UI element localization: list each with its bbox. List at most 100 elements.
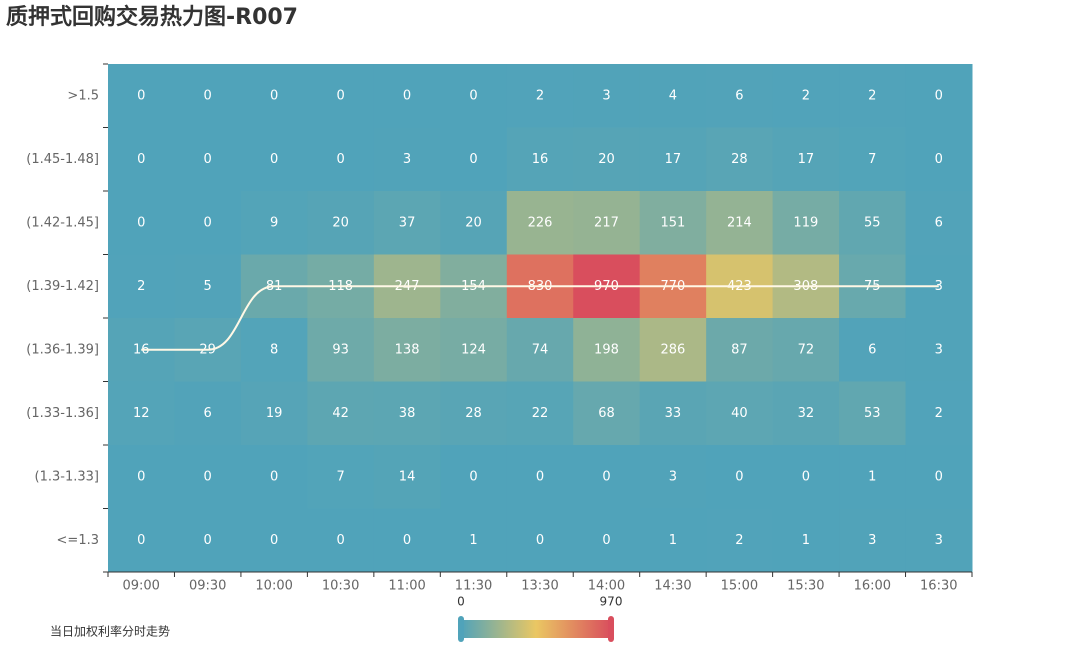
heat-cell [706,64,774,128]
heat-cell [307,381,375,446]
cell-label: 37 [399,215,416,230]
x-tick-label: 11:30 [455,579,492,594]
heat-cell [373,318,441,382]
cell-label: 5 [204,279,212,294]
cell-label: 42 [332,406,349,421]
x-tick-label: 15:30 [787,579,824,594]
cell-label: 3 [868,533,876,548]
x-tick-label: 09:00 [122,579,159,594]
cell-label: 0 [137,215,145,230]
cell-label: 0 [336,533,344,548]
cell-label: 0 [469,88,477,103]
heat-cell [174,254,242,319]
heat-cell [772,508,840,573]
cell-label: 198 [594,342,619,357]
cell-label: 0 [469,152,477,167]
x-tick-label: 10:00 [255,579,292,594]
cell-label: 28 [731,152,748,167]
cell-label: 0 [137,469,145,484]
heat-cell [772,191,840,255]
heat-cell [639,445,707,509]
cell-label: 0 [270,469,278,484]
cell-label: 214 [727,215,752,230]
heat-cell [905,64,973,128]
cell-label: 8 [270,342,278,357]
heat-cell [174,191,242,255]
cell-label: 3 [403,152,411,167]
cell-label: 40 [731,406,748,421]
cell-label: 7 [336,469,344,484]
cell-label: 4 [669,88,677,103]
cell-label: 1 [469,533,477,548]
heat-cell [772,445,840,509]
cell-label: 12 [133,406,150,421]
cell-label: 33 [665,406,682,421]
heat-cell [573,381,641,446]
y-tick-label: (1.36-1.39] [26,342,99,357]
cell-label: 14 [399,469,416,484]
heat-cell [706,127,774,192]
chart-title: 质押式回购交易热力图-R007 [6,4,298,30]
heat-cell [839,127,907,192]
heat-cell [506,127,574,192]
cell-label: 2 [802,88,810,103]
visual-map-handle[interactable] [608,616,614,642]
heat-cell [506,318,574,382]
heat-cell [905,127,973,192]
heat-cell [839,508,907,573]
heat-cell [440,127,508,192]
heat-cell [639,191,707,255]
cell-label: 0 [204,152,212,167]
cell-label: 38 [399,406,416,421]
heat-cell [108,508,175,573]
heat-cell [240,64,308,128]
heat-cell [706,381,774,446]
cell-label: 2 [137,279,145,294]
cell-label: 0 [137,533,145,548]
heat-cell [639,508,707,573]
heat-cell [506,191,574,255]
cell-label: 28 [465,406,482,421]
cell-label: 17 [665,152,682,167]
heat-cell [108,191,175,255]
cell-label: 9 [270,215,278,230]
y-tick-label: (1.45-1.48] [26,152,99,167]
heat-cell [174,64,242,128]
heat-cell [839,318,907,382]
heat-cell [905,445,973,509]
cell-label: 0 [469,469,477,484]
x-tick-label: 09:30 [189,579,226,594]
heat-cell [573,508,641,573]
heat-cell [240,381,308,446]
heat-cell [307,445,375,509]
cell-label: 17 [798,152,815,167]
heat-cell [772,381,840,446]
heat-cell [307,508,375,573]
heat-cell [373,508,441,573]
heat-cell [839,64,907,128]
heat-cell [240,508,308,573]
cell-label: 0 [935,88,943,103]
cell-label: 1 [868,469,876,484]
heat-cell [240,191,308,255]
x-tick-label: 10:30 [322,579,359,594]
cell-label: 68 [598,406,615,421]
heat-cell [506,64,574,128]
heat-cell [772,318,840,382]
cell-label: 0 [536,533,544,548]
heat-cell [108,381,175,446]
cell-label: 0 [137,152,145,167]
x-tick-label: 16:30 [920,579,957,594]
y-tick-label: (1.42-1.45] [26,215,99,230]
heat-cell [373,127,441,192]
cell-label: 0 [137,88,145,103]
x-tick-label: 11:00 [388,579,425,594]
heat-cell [905,381,973,446]
heat-cell [108,127,175,192]
cell-label: 55 [864,215,881,230]
cell-label: 0 [735,469,743,484]
visual-map-handle[interactable] [458,616,464,642]
cell-label: 0 [270,533,278,548]
cell-label: 124 [461,342,486,357]
